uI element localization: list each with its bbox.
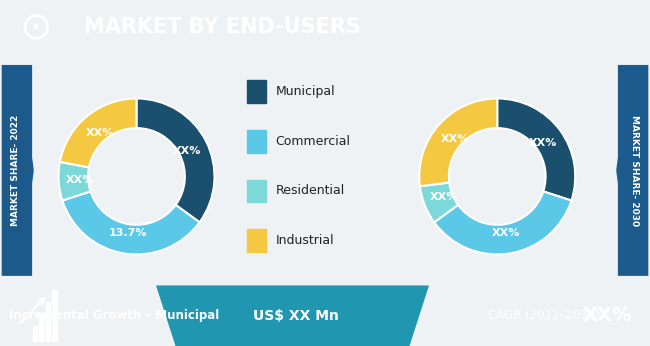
Text: XX%: XX% bbox=[66, 175, 94, 185]
Text: Municipal: Municipal bbox=[276, 85, 335, 98]
Wedge shape bbox=[420, 183, 458, 222]
Text: XX%: XX% bbox=[430, 192, 458, 202]
Text: Incremental Growth – Municipal: Incremental Growth – Municipal bbox=[8, 309, 219, 322]
Text: MARKET SHARE- 2030: MARKET SHARE- 2030 bbox=[630, 115, 640, 226]
Text: XX%: XX% bbox=[173, 146, 202, 156]
Text: XX%: XX% bbox=[529, 138, 558, 148]
Wedge shape bbox=[497, 99, 575, 201]
Text: CAGR (2022–2030): CAGR (2022–2030) bbox=[488, 309, 599, 322]
Bar bbox=[46, 302, 50, 341]
Wedge shape bbox=[419, 99, 497, 186]
Bar bbox=[247, 130, 266, 153]
Bar bbox=[52, 290, 57, 341]
Text: MARKET SHARE- 2022: MARKET SHARE- 2022 bbox=[10, 115, 20, 226]
Bar bbox=[32, 326, 37, 341]
Wedge shape bbox=[62, 191, 200, 254]
Bar bbox=[247, 180, 266, 202]
Wedge shape bbox=[136, 99, 214, 222]
Text: ⊙: ⊙ bbox=[20, 8, 52, 46]
Wedge shape bbox=[58, 162, 90, 201]
Text: Industrial: Industrial bbox=[276, 234, 334, 247]
Polygon shape bbox=[156, 285, 429, 346]
Text: XX%: XX% bbox=[440, 134, 469, 144]
Text: MARKET BY END-USERS: MARKET BY END-USERS bbox=[84, 17, 361, 37]
Wedge shape bbox=[60, 99, 136, 167]
Polygon shape bbox=[2, 65, 34, 276]
Text: XX%: XX% bbox=[86, 128, 114, 138]
Text: 13.7%: 13.7% bbox=[109, 228, 147, 238]
Bar bbox=[39, 314, 44, 341]
Wedge shape bbox=[434, 191, 571, 254]
Text: XX%: XX% bbox=[583, 306, 632, 325]
Text: Commercial: Commercial bbox=[276, 135, 350, 148]
Text: Residential: Residential bbox=[276, 184, 345, 198]
Bar bbox=[247, 229, 266, 252]
Polygon shape bbox=[616, 65, 648, 276]
Text: US$ XX Mn: US$ XX Mn bbox=[253, 309, 339, 323]
Text: XX%: XX% bbox=[492, 228, 521, 238]
Bar bbox=[247, 80, 266, 103]
